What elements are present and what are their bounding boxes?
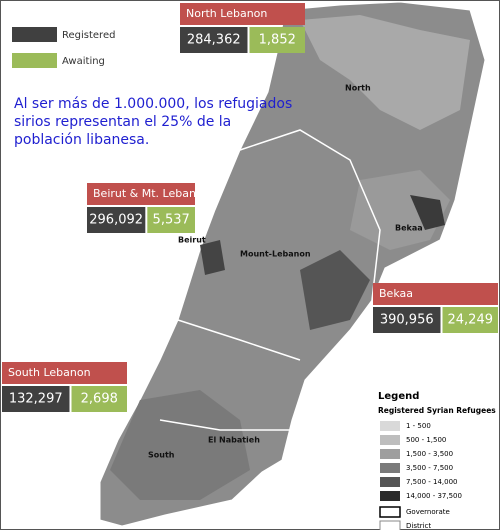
class-label: 3,500 - 7,500 (406, 464, 453, 472)
class-label: 7,500 - 14,000 (406, 478, 458, 486)
class-swatch (380, 435, 400, 445)
class-label: 14,000 - 37,500 (406, 492, 462, 500)
class-swatch (380, 477, 400, 487)
map-label: Beirut (178, 236, 206, 245)
class-swatch (380, 421, 400, 431)
registered-box (180, 27, 248, 53)
legend-title: Legend (378, 391, 419, 402)
class-swatch (380, 463, 400, 473)
awaiting-value: 5,537 (153, 213, 190, 228)
map-label: South (148, 451, 175, 460)
class-swatch (380, 449, 400, 459)
annotation-line: población libanesa. (14, 132, 149, 148)
region-header (373, 283, 498, 305)
legend-label: Registered (62, 30, 115, 41)
awaiting-box (147, 207, 195, 233)
class-label: 500 - 1,500 (406, 436, 446, 444)
region-header (2, 362, 127, 384)
awaiting-swatch (12, 53, 57, 68)
awaiting-value: 1,852 (259, 33, 296, 48)
region-name: South Lebanon (8, 366, 91, 379)
annotation: Al ser más de 1.000.000, los refugiados … (14, 96, 292, 148)
region-name: Bekaa (379, 287, 413, 300)
region-name: North Lebanon (186, 7, 267, 20)
registered-swatch (12, 27, 57, 42)
region-box: Beirut & Mt. Lebanon 296,092 5,537 (87, 183, 210, 233)
registered-box (373, 307, 441, 333)
region-name: Beirut & Mt. Lebanon (93, 187, 210, 200)
map-label: El Nabatieh (208, 436, 260, 445)
registered-value: 132,297 (9, 392, 63, 407)
registered-value: 296,092 (89, 213, 143, 228)
class-label: 1 - 500 (406, 422, 431, 430)
region-box: South Lebanon 132,297 2,698 (2, 362, 127, 412)
legend-subtitle: Registered Syrian Refugees (378, 406, 496, 415)
map (99, 1, 486, 527)
region-header (87, 183, 195, 205)
registered-box (2, 386, 70, 412)
awaiting-box (71, 386, 127, 412)
awaiting-value: 2,698 (81, 392, 118, 407)
map-label: Mount-Lebanon (240, 250, 311, 259)
annotation-line: Al ser más de 1.000.000, los refugiados (14, 96, 292, 112)
legend-label: District (406, 522, 431, 530)
awaiting-box (442, 307, 498, 333)
governorate-swatch (379, 506, 401, 518)
awaiting-value: 24,249 (448, 313, 494, 328)
map-label: North (345, 84, 371, 93)
top-legend: Registered Awaiting (12, 27, 115, 68)
legend-label: Awaiting (62, 56, 105, 67)
region-header (180, 3, 305, 25)
registered-box (87, 207, 146, 233)
registered-value: 284,362 (187, 33, 241, 48)
legend: Legend Registered Syrian Refugees 1 - 50… (372, 385, 498, 530)
legend-label: Governorate (406, 508, 450, 516)
region-box: North Lebanon 284,362 1,852 (180, 3, 305, 53)
annotation-line: sirios representan el 25% de la (14, 114, 231, 130)
registered-value: 390,956 (380, 313, 434, 328)
class-label: 1,500 - 3,500 (406, 450, 453, 458)
map-label: Bekaa (395, 224, 423, 233)
class-swatch (380, 491, 400, 501)
awaiting-box (249, 27, 305, 53)
district-swatch (379, 520, 401, 530)
region-box: Bekaa 390,956 24,249 (373, 283, 498, 333)
